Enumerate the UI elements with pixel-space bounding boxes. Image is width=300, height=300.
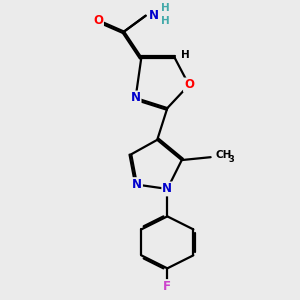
Text: H: H (161, 3, 170, 13)
Text: H: H (161, 16, 170, 26)
Text: N: N (149, 9, 159, 22)
Text: N: N (162, 182, 172, 195)
Text: N: N (130, 92, 141, 104)
Text: 3: 3 (229, 155, 234, 164)
Text: O: O (93, 14, 103, 26)
Text: F: F (163, 280, 171, 293)
Text: O: O (184, 79, 194, 92)
Text: H: H (181, 50, 190, 60)
Text: CH: CH (216, 150, 232, 161)
Text: N: N (132, 178, 142, 191)
